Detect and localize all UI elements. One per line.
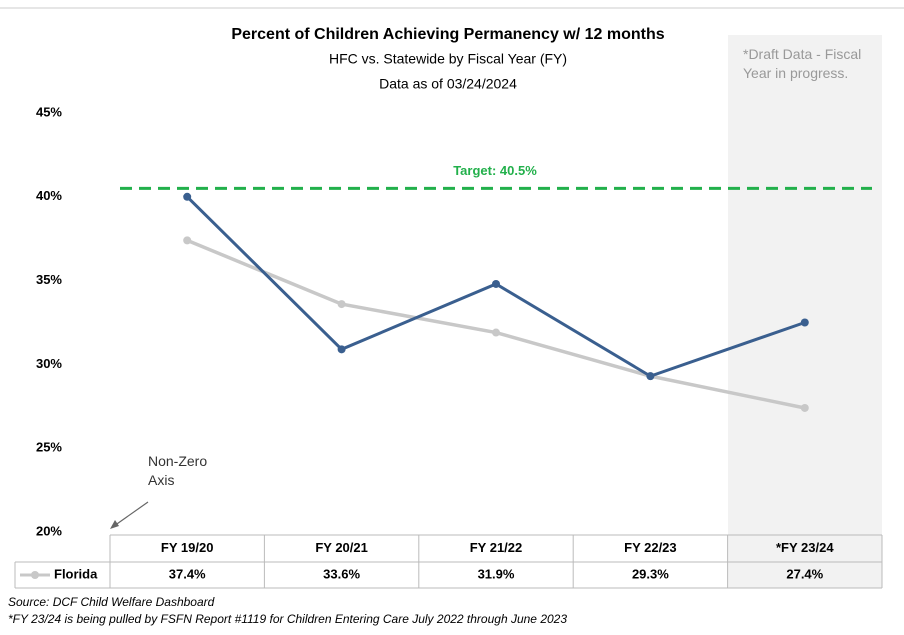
point <box>800 318 809 327</box>
axis-note: Non-Zero Axis <box>148 453 208 488</box>
y-tick-label: 40% <box>36 188 62 203</box>
chart-subtitle: HFC vs. Statewide by Fiscal Year (FY) <box>329 51 567 67</box>
arrow-head <box>110 520 119 529</box>
point <box>337 300 346 309</box>
point <box>337 345 346 354</box>
x-tick-label: FY 19/20 <box>161 540 214 555</box>
y-tick-label: 35% <box>36 272 62 287</box>
draft-note: *Draft Data - Fiscal Year in progress. <box>743 46 862 81</box>
draft-region <box>728 35 882 588</box>
point <box>646 372 655 381</box>
y-tick-label: 25% <box>36 440 62 455</box>
point <box>183 236 192 245</box>
footnote: *FY 23/24 is being pulled by FSFN Report… <box>8 612 567 626</box>
x-tick-label: FY 22/23 <box>624 540 677 555</box>
data-label: 37.4% <box>169 566 206 581</box>
annotation-arrow <box>113 501 149 527</box>
y-tick-label: 30% <box>36 356 62 371</box>
series-line <box>186 238 806 410</box>
x-tick-label: FY 21/22 <box>470 540 523 555</box>
footnote: Source: DCF Child Welfare Dashboard <box>8 595 215 609</box>
point <box>492 328 500 337</box>
data-label: 31.9% <box>478 566 515 581</box>
data-label: 27.4% <box>786 566 823 581</box>
data-label: 33.6% <box>323 566 360 581</box>
chart-subtitle: Data as of 03/24/2024 <box>379 76 517 92</box>
point <box>800 403 809 412</box>
legend-label: Florida <box>54 566 98 581</box>
x-tick-label: *FY 23/24 <box>776 540 834 555</box>
x-tick-label: FY 20/21 <box>315 540 368 555</box>
legend-marker <box>31 571 39 579</box>
target-label: Target: 40.5% <box>453 163 537 178</box>
data-label: 29.3% <box>632 566 669 581</box>
y-tick-label: 45% <box>36 104 62 119</box>
point <box>183 192 192 201</box>
y-tick-label: 20% <box>36 523 62 538</box>
chart-title: Percent of Children Achieving Permanency… <box>231 26 664 43</box>
point <box>492 279 500 288</box>
